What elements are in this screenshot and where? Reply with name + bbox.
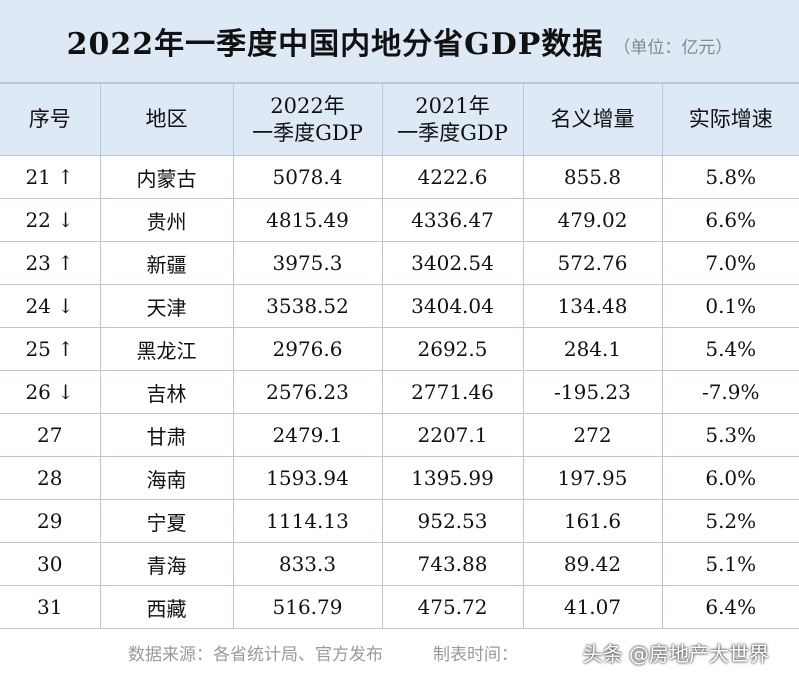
cell: 952.53 (381, 499, 524, 543)
column-header: 2022年 一季度GDP (232, 83, 383, 156)
cell: 26 ↓ (0, 370, 101, 414)
cell: 855.8 (522, 155, 663, 199)
column-header: 序号 (0, 83, 101, 156)
cell: 2576.23 (232, 370, 383, 414)
column-header: 2021年 一季度GDP (381, 83, 524, 156)
column-header: 名义增量 (522, 83, 663, 156)
cell: 3402.54 (381, 241, 524, 285)
cell: 3404.04 (381, 284, 524, 328)
table-row: 31 西藏 516.79 475.72 41.07 6.4% (0, 585, 799, 629)
cell: 7.0% (661, 241, 799, 285)
cell: 0.1% (661, 284, 799, 328)
cell: -195.23 (522, 370, 663, 414)
table-row: 24 ↓ 天津 3538.52 3404.04 134.48 0.1% (0, 284, 799, 328)
table-row: 22 ↓ 贵州 4815.49 4336.47 479.02 6.6% (0, 198, 799, 242)
cell: 2207.1 (381, 413, 524, 457)
source: 数据来源：各省统计局、官方发布 (128, 645, 383, 665)
cell: 161.6 (522, 499, 663, 543)
cell: 5.2% (661, 499, 799, 543)
cell: 6.0% (661, 456, 799, 500)
title-bar: 2022年一季度中国内地分省GDP数据 （单位：亿元） (0, 0, 799, 83)
cell: 2771.46 (381, 370, 524, 414)
cell: 内蒙古 (99, 155, 234, 199)
cell: 4336.47 (381, 198, 524, 242)
cell: 23 ↑ (0, 241, 101, 285)
column-header: 实际增速 (661, 83, 799, 156)
cell: 572.76 (522, 241, 663, 285)
table-row: 23 ↑ 新疆 3975.3 3402.54 572.76 7.0% (0, 241, 799, 285)
cell: 197.95 (522, 456, 663, 500)
table-row: 30 青海 833.3 743.88 89.42 5.1% (0, 542, 799, 586)
cell: 31 (0, 585, 101, 629)
cell: 新疆 (99, 241, 234, 285)
cell: 3538.52 (232, 284, 383, 328)
cell: 475.72 (381, 585, 524, 629)
cell: 516.79 (232, 585, 383, 629)
table-row: 27 甘肃 2479.1 2207.1 272 5.3% (0, 413, 799, 457)
cell: 28 (0, 456, 101, 500)
cell: 甘肃 (99, 413, 234, 457)
cell: 22 ↓ (0, 198, 101, 242)
cell: 5.3% (661, 413, 799, 457)
cell: -7.9% (661, 370, 799, 414)
column-header: 地区 (99, 83, 234, 156)
table-row: 28 海南 1593.94 1395.99 197.95 6.0% (0, 456, 799, 500)
cell: 6.6% (661, 198, 799, 242)
cell: 134.48 (522, 284, 663, 328)
cell: 479.02 (522, 198, 663, 242)
cell: 833.3 (232, 542, 383, 586)
cell: 5.8% (661, 155, 799, 199)
gdp-table: 序号 地区 2022年 一季度GDP 2021年 一季度GDP 名义增量 实际增速 21 … (0, 83, 799, 629)
cell: 284.1 (522, 327, 663, 371)
title: 2022年一季度中国内地分省GDP数据 (66, 27, 604, 62)
time: 制表时间： (433, 645, 518, 665)
cell: 1395.99 (381, 456, 524, 500)
cell: 2479.1 (232, 413, 383, 457)
cell: 天津 (99, 284, 234, 328)
cell: 27 (0, 413, 101, 457)
cell: 21 ↑ (0, 155, 101, 199)
cell: 海南 (99, 456, 234, 500)
cell: 2976.6 (232, 327, 383, 371)
unit: （单位：亿元） (613, 37, 733, 58)
cell: 2692.5 (381, 327, 524, 371)
cell: 25 ↑ (0, 327, 101, 371)
cell: 1593.94 (232, 456, 383, 500)
cell: 29 (0, 499, 101, 543)
cell: 4222.6 (381, 155, 524, 199)
cell: 24 ↓ (0, 284, 101, 328)
cell: 1114.13 (232, 499, 383, 543)
cell: 272 (522, 413, 663, 457)
table-row: 25 ↑ 黑龙江 2976.6 2692.5 284.1 5.4% (0, 327, 799, 371)
cell: 89.42 (522, 542, 663, 586)
cell: 贵州 (99, 198, 234, 242)
cell: 青海 (99, 542, 234, 586)
cell: 5078.4 (232, 155, 383, 199)
cell: 3975.3 (232, 241, 383, 285)
header-row: 序号 地区 2022年 一季度GDP 2021年 一季度GDP 名义增量 实际增速 (0, 83, 799, 156)
cell: 吉林 (99, 370, 234, 414)
table-row: 29 宁夏 1114.13 952.53 161.6 5.2% (0, 499, 799, 543)
table-body: 21 ↑ 内蒙古 5078.4 4222.6 855.8 5.8% 22 ↓ 贵州 4815.4… (0, 155, 799, 629)
cell: 黑龙江 (99, 327, 234, 371)
cell: 30 (0, 542, 101, 586)
cell: 4815.49 (232, 198, 383, 242)
cell: 5.4% (661, 327, 799, 371)
table-row: 21 ↑ 内蒙古 5078.4 4222.6 855.8 5.8% (0, 155, 799, 199)
cell: 宁夏 (99, 499, 234, 543)
table-row: 26 ↓ 吉林 2576.23 2771.46 -195.23 -7.9% (0, 370, 799, 414)
cell: 5.1% (661, 542, 799, 586)
cell: 41.07 (522, 585, 663, 629)
watermark: 头条 @房地产大世界 (582, 642, 769, 666)
cell: 6.4% (661, 585, 799, 629)
cell: 743.88 (381, 542, 524, 586)
footer: 数据来源：各省统计局、官方发布 制表时间： 头条 @房地产大世界 (0, 628, 799, 677)
cell: 西藏 (99, 585, 234, 629)
